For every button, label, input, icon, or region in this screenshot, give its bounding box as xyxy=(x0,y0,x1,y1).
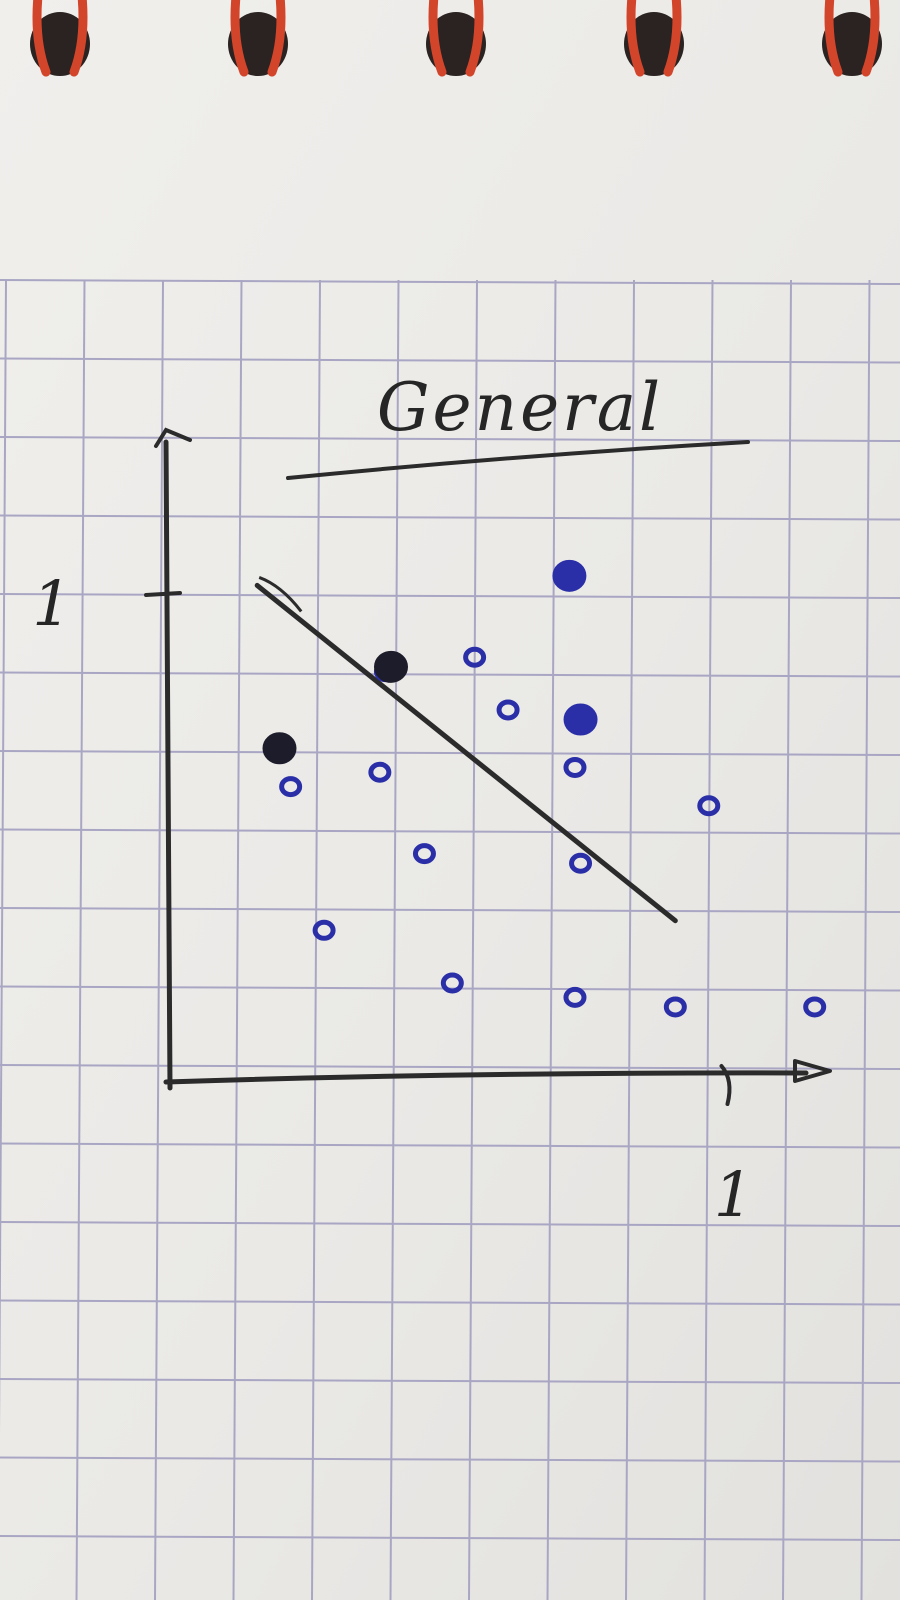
scatter-points-layer xyxy=(262,559,827,1018)
grid-line-horizontal xyxy=(0,1535,900,1541)
scatter-point xyxy=(569,852,593,874)
grid-line-horizontal xyxy=(0,357,900,364)
scatter-point-filled xyxy=(563,703,598,736)
scatter-point xyxy=(368,761,392,783)
grid-line-vertical xyxy=(546,279,557,1600)
chart-title: General xyxy=(377,369,663,446)
x-tick-label: 1 xyxy=(714,1158,753,1231)
spiral-ring xyxy=(465,0,484,77)
scatter-point xyxy=(496,699,520,721)
spiral-ring xyxy=(32,0,51,77)
grid-line-horizontal xyxy=(0,907,900,913)
grid-line-horizontal xyxy=(0,1299,900,1306)
spiral-ring xyxy=(267,0,286,77)
grid-line-vertical xyxy=(703,279,714,1600)
grid-line-vertical xyxy=(0,279,7,1436)
grid-line-horizontal xyxy=(0,1142,900,1149)
grid-line-horizontal xyxy=(0,1221,900,1227)
x-axis-arrowhead xyxy=(793,1059,832,1083)
grid-line-horizontal xyxy=(0,1064,900,1070)
scatter-point xyxy=(803,996,827,1018)
spiral-ring xyxy=(861,0,880,77)
spiral-ring xyxy=(69,0,88,77)
spiral-ring xyxy=(428,0,447,77)
scatter-point xyxy=(663,996,687,1018)
grid-line-horizontal xyxy=(0,828,900,835)
grid-line-vertical xyxy=(468,279,478,1600)
chart-axes xyxy=(154,427,832,1091)
axis-ticks: 11 xyxy=(32,567,753,1231)
y-tick-mark xyxy=(144,591,182,597)
scatter-point-filled xyxy=(374,650,408,683)
scatter-point xyxy=(463,646,487,668)
spiral-ring xyxy=(230,0,249,77)
x-axis-line xyxy=(163,1070,809,1085)
scatter-point xyxy=(312,919,336,941)
scatter-point xyxy=(563,986,587,1008)
spiral-binding xyxy=(30,0,882,77)
y-axis-arrowhead xyxy=(154,427,192,448)
spiral-ring xyxy=(626,0,645,77)
title-underline xyxy=(286,440,750,480)
graph-paper-grid xyxy=(0,279,900,1600)
scatter-point-filled xyxy=(552,559,587,592)
grid-line-horizontal xyxy=(0,514,900,521)
grid-line-vertical xyxy=(782,279,792,1600)
grid-line-vertical xyxy=(625,279,635,1600)
scatter-point xyxy=(563,756,587,778)
y-axis-line xyxy=(163,439,173,1091)
grid-line-horizontal xyxy=(0,436,900,442)
grid-line-vertical xyxy=(860,279,871,1600)
decision-line-layer xyxy=(254,576,678,924)
y-tick-label: 1 xyxy=(32,567,71,640)
scatter-point xyxy=(697,795,721,817)
decision-line xyxy=(254,582,678,924)
grid-line-horizontal xyxy=(0,1456,900,1463)
x-tick-mark xyxy=(719,1064,732,1106)
scatter-point xyxy=(279,776,303,798)
decision-line-stroke-start xyxy=(258,576,303,613)
grid-line-horizontal xyxy=(0,750,900,756)
scatter-point-filled xyxy=(262,732,297,765)
spiral-ring xyxy=(824,0,843,77)
scatter-point xyxy=(440,972,464,994)
grid-line-horizontal xyxy=(0,671,900,678)
grid-line-horizontal xyxy=(0,279,900,285)
spiral-ring xyxy=(663,0,682,77)
scatter-point xyxy=(412,843,436,865)
grid-line-horizontal xyxy=(0,1378,900,1384)
